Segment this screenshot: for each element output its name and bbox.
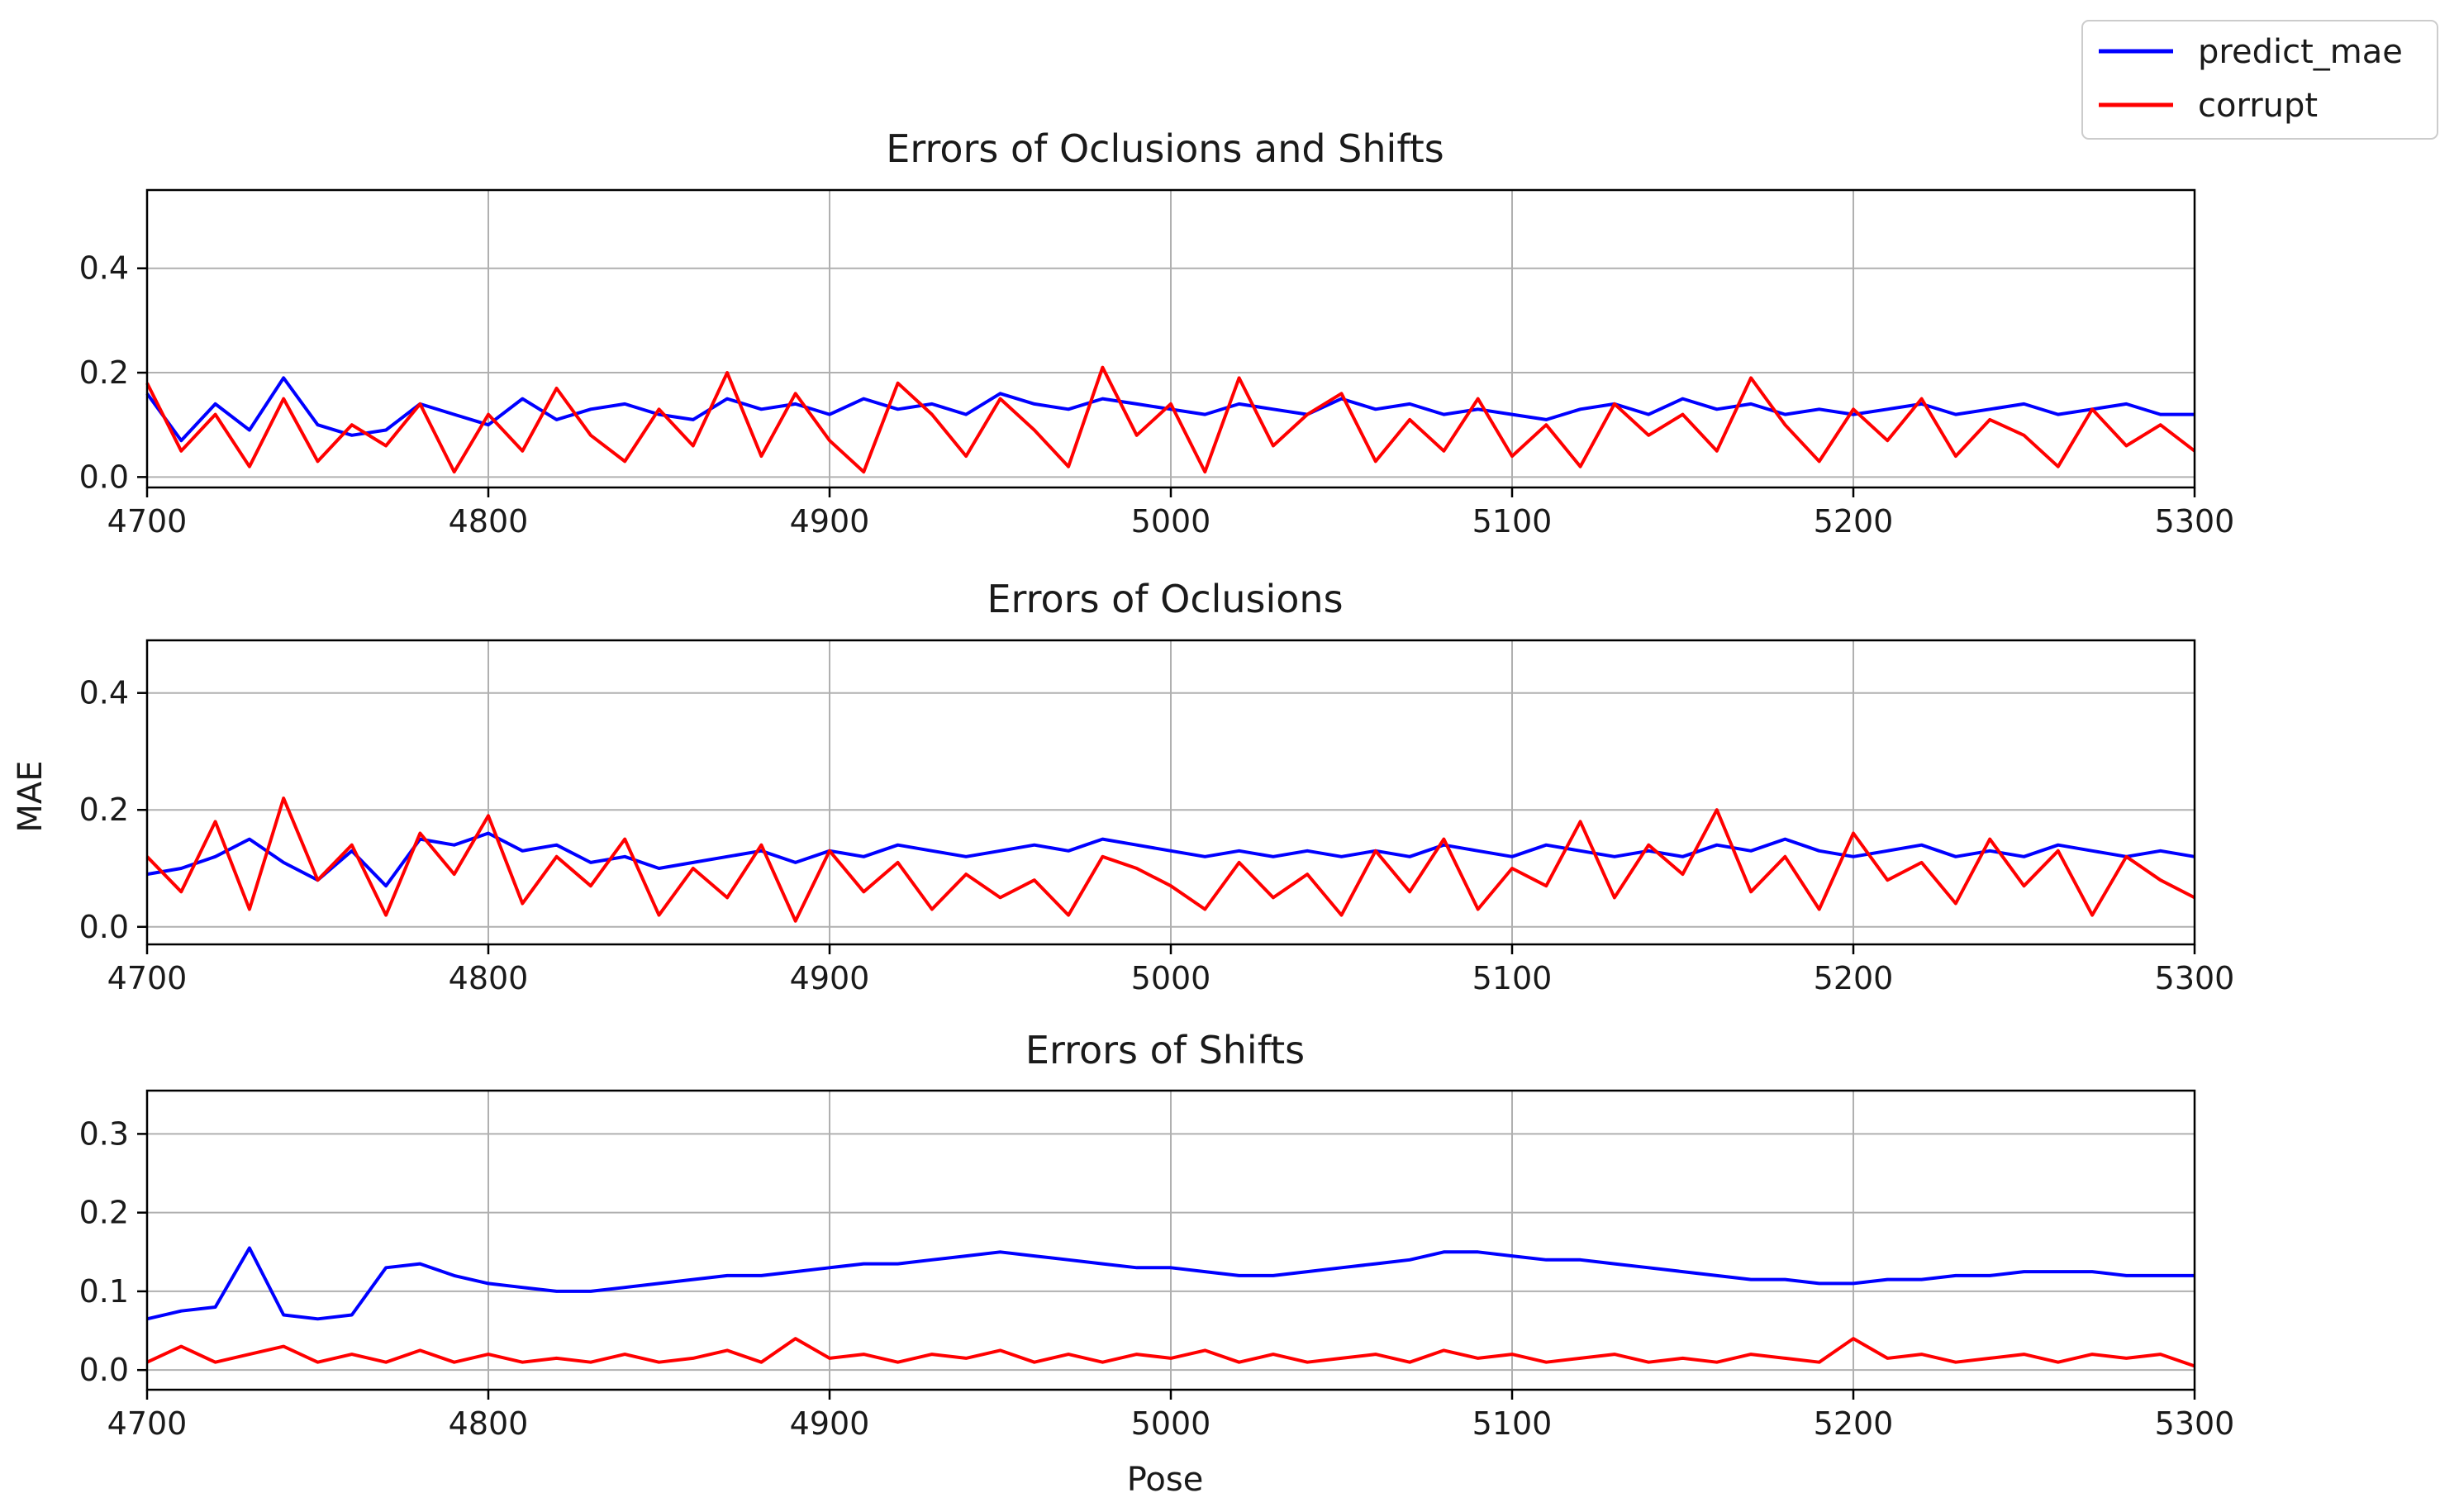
- plot-area: 4700 4800 4900 5000 5100 5200 5300 0.0 0.2 0.4: [79, 639, 2235, 996]
- x-tick-label: 5200: [1814, 1405, 1894, 1442]
- y-tick-label: 0.2: [79, 792, 129, 828]
- x-tick-label: 5000: [1131, 960, 1211, 996]
- y-tick-label: 0.4: [79, 250, 129, 287]
- plot-area: 4700 4800 4900 5000 5100 5200 5300 0.0 0.2 0.4: [79, 188, 2235, 540]
- y-axis-label: MAE: [12, 760, 50, 832]
- x-tick-label: 5100: [1472, 960, 1553, 996]
- x-tick-label: 5300: [2155, 503, 2235, 540]
- y-tick-label: 0.0: [79, 459, 129, 495]
- legend: predict_mae corrupt: [2081, 20, 2438, 140]
- panel-oclusions: Errors of Oclusions 4700 4800 4900 5000 5100…: [79, 577, 2235, 996]
- panel-oclusions-and-shifts: Errors of Oclusions and Shifts 4700 4800 4…: [79, 126, 2235, 540]
- panel-title: Errors of Oclusions: [987, 577, 1343, 621]
- y-tick-label: 0.0: [79, 909, 129, 945]
- x-tick-label: 4800: [449, 960, 529, 996]
- x-tick-label: 4800: [449, 1405, 529, 1442]
- legend-label-predict-mae: predict_mae: [2198, 33, 2403, 71]
- x-tick-label: 4900: [790, 1405, 870, 1442]
- y-tick-label: 0.0: [79, 1352, 129, 1388]
- y-tick-label: 0.1: [79, 1273, 129, 1310]
- x-tick-label: 5000: [1131, 1405, 1211, 1442]
- x-tick-label: 4700: [107, 960, 188, 996]
- series-line-predict-mae: [146, 1246, 2195, 1321]
- series-line-predict-mae: [146, 831, 2195, 888]
- series-line-corrupt: [146, 1337, 2195, 1368]
- plot-area: 4700 4800 4900 5000 5100 5200 5300 0.0 0.1 0.2 0.3: [79, 1089, 2235, 1442]
- x-tick-label: 4900: [790, 960, 870, 996]
- y-tick-label: 0.4: [79, 675, 129, 711]
- y-tick-label: 0.3: [79, 1115, 129, 1152]
- x-tick-label: 5200: [1814, 960, 1894, 996]
- panel-title: Errors of Oclusions and Shifts: [886, 126, 1444, 171]
- x-axis-label: Pose: [1127, 1461, 1204, 1499]
- x-tick-label: 5300: [2155, 960, 2235, 996]
- x-tick-label: 4800: [449, 503, 529, 540]
- x-tick-label: 5000: [1131, 503, 1211, 540]
- panel-shifts: Errors of Shifts 4700 4800 4900 5000 5100 520…: [79, 1028, 2235, 1442]
- y-tick-label: 0.2: [79, 354, 129, 391]
- series-line-corrupt: [145, 796, 2195, 923]
- x-tick-label: 5100: [1472, 503, 1553, 540]
- legend-label-corrupt: corrupt: [2198, 87, 2318, 125]
- x-tick-label: 4900: [790, 503, 870, 540]
- x-tick-label: 5100: [1472, 1405, 1553, 1442]
- x-tick-label: 4700: [107, 503, 188, 540]
- x-tick-label: 4700: [107, 1405, 188, 1442]
- panel-title: Errors of Shifts: [1025, 1028, 1305, 1072]
- y-tick-label: 0.2: [79, 1195, 129, 1231]
- x-tick-label: 5300: [2155, 1405, 2235, 1442]
- series-line-predict-mae: [145, 376, 2195, 443]
- series-line-corrupt: [145, 365, 2196, 474]
- x-tick-label: 5200: [1814, 503, 1894, 540]
